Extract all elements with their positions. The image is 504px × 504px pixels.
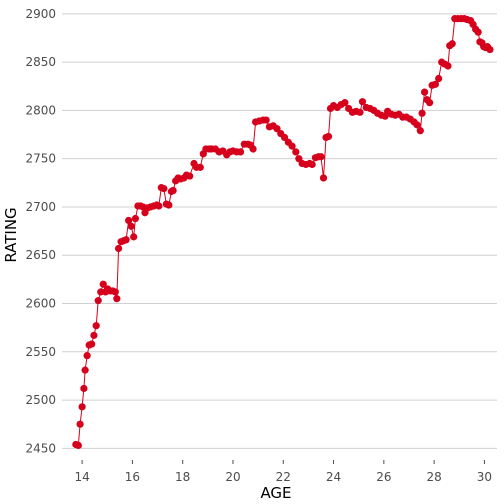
data-point [418, 109, 426, 117]
data-point [81, 366, 89, 374]
data-point [280, 133, 289, 142]
data-point [292, 148, 300, 156]
x-tick-label: 14 [74, 470, 89, 484]
x-axis-tick-labels: 14 16 18 20 22 24 26 28 30 [74, 460, 492, 484]
data-point [114, 244, 123, 253]
data-point [74, 441, 82, 450]
data-point [319, 174, 328, 182]
data-point [127, 222, 135, 230]
data-point [358, 98, 367, 106]
data-point [416, 127, 424, 135]
data-point [262, 116, 270, 124]
y-tick-label: 2500 [25, 393, 56, 407]
data-point [474, 28, 482, 36]
data-point [130, 233, 138, 241]
x-tick-label: 18 [175, 470, 190, 484]
data-point [88, 340, 96, 348]
x-tick-label: 28 [426, 470, 441, 484]
data-point [165, 201, 173, 209]
y-axis-tick-labels: 2450 2500 2550 2600 2650 2700 2750 2800 2850 2900 [25, 7, 56, 456]
x-tick-label: 20 [225, 470, 240, 484]
x-tick-label: 22 [276, 470, 291, 484]
data-point [111, 288, 119, 296]
data-point [125, 216, 133, 225]
data-point [431, 80, 439, 88]
data-point [448, 40, 456, 48]
data-point [196, 163, 204, 171]
data-point [80, 384, 88, 393]
data-point [273, 125, 281, 133]
data-point [160, 185, 168, 193]
y-tick-label: 2700 [25, 200, 56, 214]
data-point [486, 45, 494, 54]
data-point [341, 99, 349, 107]
series-line [75, 18, 491, 447]
y-tick-label: 2600 [25, 297, 56, 311]
data-point [413, 121, 421, 129]
data-point [186, 172, 194, 180]
data-point [426, 99, 434, 107]
data-point [420, 88, 429, 96]
x-tick-label: 24 [326, 470, 341, 484]
y-tick-label: 2750 [25, 152, 56, 166]
x-tick-label: 30 [477, 470, 492, 484]
data-point [90, 331, 98, 339]
data-point [444, 62, 452, 70]
y-tick-label: 2800 [25, 103, 56, 117]
x-tick-label: 16 [125, 470, 140, 484]
y-tick-label: 2650 [25, 248, 56, 262]
x-axis-title: AGE [260, 484, 291, 502]
data-point [131, 214, 140, 223]
data-point [155, 202, 163, 210]
data-point [317, 153, 325, 161]
data-point [78, 403, 86, 411]
data-point [113, 295, 121, 303]
data-point [308, 160, 316, 169]
y-axis-title: RATING [2, 207, 20, 262]
data-point [249, 145, 257, 153]
data-point [435, 74, 443, 83]
y-tick-label: 2900 [25, 7, 56, 21]
data-point [122, 236, 130, 244]
data-point [76, 420, 84, 428]
data-point [92, 322, 100, 330]
y-tick-label: 2450 [25, 441, 56, 455]
y-tick-label: 2550 [25, 345, 56, 359]
data-point [83, 352, 91, 360]
data-point [324, 132, 333, 141]
data-point [169, 186, 177, 195]
data-points [72, 15, 494, 450]
data-point [356, 108, 364, 116]
data-point [236, 148, 245, 156]
data-point [288, 142, 296, 150]
data-point [99, 280, 107, 288]
y-tick-label: 2850 [25, 55, 56, 69]
data-point [94, 297, 102, 305]
x-tick-label: 26 [376, 470, 391, 484]
